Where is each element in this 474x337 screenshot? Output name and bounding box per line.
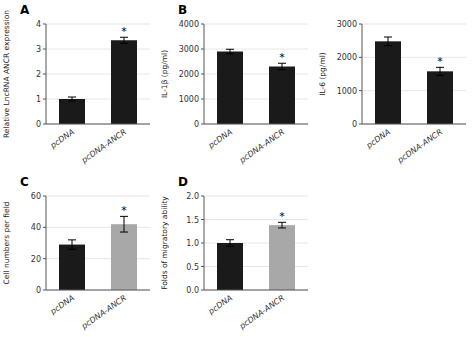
- error-bar: [436, 67, 444, 75]
- marks: [217, 49, 295, 124]
- tick-label: 0.0: [186, 286, 199, 295]
- marks: [217, 222, 295, 290]
- bar: [375, 41, 401, 124]
- panel: 0 20 40 60 pcDNApcDNA-ANCR Cell numbers per f…: [2, 175, 150, 331]
- y-axis-label: Relative LncRNA ANCR expression: [2, 10, 11, 138]
- bar: [111, 224, 137, 290]
- x-axis-line: [46, 124, 150, 125]
- marks: [375, 37, 453, 124]
- tick-label: 2.0: [186, 192, 199, 201]
- tick-label: 1000: [179, 95, 199, 104]
- grid-line: [46, 24, 150, 25]
- error-bar: [226, 240, 234, 247]
- grid-line: [204, 24, 308, 25]
- tick-label: 1000: [337, 87, 357, 96]
- grid-line: [362, 124, 466, 125]
- y-axis-label: Cell numbers per field: [2, 201, 11, 284]
- figure: 01234pcDNApcDNA-ANCRRelative LncRNA ANCR…: [0, 0, 474, 337]
- tick-label: 1.0: [186, 239, 199, 248]
- tick-label: 0: [36, 120, 41, 129]
- category-label: pcDNA: [48, 293, 76, 316]
- y-axis-label: Folds of migratory ability: [160, 196, 169, 290]
- error-bar: [384, 37, 392, 46]
- error-bar: [226, 49, 234, 54]
- panel: 0 1000 2000 3000 4000 pcDNApcDNA-ANCR IL-1β (p…: [160, 3, 308, 165]
- tick-label: 3000: [179, 45, 199, 54]
- panel-label: D: [178, 175, 188, 189]
- tick-label: 0: [352, 120, 357, 129]
- tick-label: 2000: [337, 53, 357, 62]
- grid-line: [362, 24, 466, 25]
- significance-mark: *: [437, 55, 443, 68]
- x-axis-line: [362, 124, 466, 125]
- grid-line: [204, 49, 308, 50]
- category-label: pcDNA-ANCR: [79, 293, 128, 331]
- y-axis-line: [204, 196, 205, 290]
- category-label: pcDNA: [206, 293, 234, 316]
- marks: [59, 216, 137, 290]
- category-label: pcDNA-ANCR: [395, 127, 444, 165]
- grid-line: [46, 196, 150, 197]
- tick-label: 0: [194, 120, 199, 129]
- grid-line: [46, 124, 150, 125]
- y-axis-line: [204, 24, 205, 124]
- tick-label: 2000: [179, 70, 199, 79]
- tick-label: 1: [36, 95, 41, 104]
- tick-label: 3000: [337, 20, 357, 29]
- bar: [59, 99, 85, 124]
- bar: [217, 52, 243, 125]
- tick-label: 0: [36, 286, 41, 295]
- category-label: pcDNA: [48, 127, 76, 150]
- grid-line: [204, 219, 308, 220]
- error-bar: [120, 216, 128, 232]
- grid-line: [204, 196, 308, 197]
- bar: [111, 40, 137, 124]
- significance-mark: *: [279, 51, 285, 64]
- error-bar: [68, 240, 76, 249]
- y-axis-label: IL-6 (pg/ml): [318, 52, 327, 95]
- panel: 0 1 2 3 4 pcDNApcDNA-ANCR Relative LncRNA ANCR…: [2, 3, 150, 165]
- tick-label: 0.5: [186, 263, 199, 272]
- y-axis-line: [362, 24, 363, 124]
- category-label: pcDNA-ANCR: [79, 127, 128, 165]
- tick-label: 60: [31, 192, 41, 201]
- y-axis-label: IL-1β (pg/ml): [160, 50, 169, 98]
- tick-label: 4000: [179, 20, 199, 29]
- panel: 0.0 0.5 1.0 1.5 2.0 pcDNApcDNA-ANCR Folds of m…: [160, 175, 308, 331]
- grid-line: [46, 290, 150, 291]
- error-bar: [68, 97, 76, 101]
- significance-mark: *: [121, 204, 127, 217]
- grid-line: [204, 124, 308, 125]
- bar: [269, 225, 295, 290]
- bar: [269, 67, 295, 125]
- panel-label: B: [178, 3, 187, 17]
- category-label: pcDNA: [206, 127, 234, 150]
- tick-label: 20: [31, 255, 41, 264]
- bar: [59, 245, 85, 290]
- tick-label: 1.5: [186, 216, 199, 225]
- bar: [217, 243, 243, 290]
- panel-label: A: [20, 3, 30, 17]
- grid-line: [204, 290, 308, 291]
- tick-label: 3: [36, 45, 41, 54]
- y-axis-line: [46, 196, 47, 290]
- tick-label: 40: [31, 223, 41, 232]
- x-axis-line: [204, 124, 308, 125]
- panel: 0 1000 2000 3000 pcDNApcDNA-ANCR IL-6 (pg/ml)…: [318, 20, 466, 165]
- marks: [59, 37, 137, 124]
- y-axis-line: [46, 24, 47, 124]
- tick-label: 4: [36, 20, 41, 29]
- category-label: pcDNA: [364, 127, 392, 150]
- bar: [427, 71, 453, 124]
- category-label: pcDNA-ANCR: [237, 127, 286, 165]
- x-axis-line: [46, 290, 150, 291]
- x-axis-line: [204, 290, 308, 291]
- significance-mark: *: [121, 25, 127, 38]
- category-label: pcDNA-ANCR: [237, 293, 286, 331]
- tick-label: 2: [36, 70, 41, 79]
- significance-mark: *: [279, 210, 285, 223]
- panel-label: C: [20, 175, 29, 189]
